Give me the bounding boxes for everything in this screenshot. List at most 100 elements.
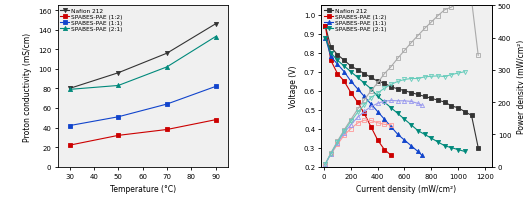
SPABES-PAE (2:1) [422,133,428,136]
SPABES-PAE (1:1) [368,103,374,106]
SPABES-PAE (2:1) [408,124,414,126]
SPABES-PAE (1:2) [368,126,374,128]
SPABES-PAE (1:2) [327,60,334,62]
SPABES-PAE (2:1) [455,149,461,151]
SPABES-PAE (2:1) [334,60,340,62]
Nafion 212 [164,53,170,55]
SPABES-PAE (2:1) [374,96,381,98]
SPABES-PAE (1:2) [361,113,368,115]
SPABES-PAE (1:2) [66,144,73,147]
SPABES-PAE (1:1) [408,145,414,147]
Y-axis label: Voltage (V): Voltage (V) [289,65,298,108]
SPABES-PAE (1:1) [164,103,170,106]
SPABES-PAE (1:1) [415,151,421,153]
Nafion 212 [475,147,481,149]
SPABES-PAE (2:1) [415,130,421,132]
SPABES-PAE (1:1) [115,116,121,118]
Nafion 212 [462,111,468,113]
Nafion 212 [428,98,435,100]
Nafion 212 [322,26,328,28]
SPABES-PAE (1:2) [374,139,381,142]
SPABES-PAE (1:1) [341,71,347,74]
Nafion 212 [334,54,340,57]
SPABES-PAE (1:1) [327,56,334,59]
Line: SPABES-PAE (1:2): SPABES-PAE (1:2) [323,25,393,158]
Nafion 212 [355,69,361,72]
Nafion 212 [422,96,428,98]
SPABES-PAE (2:1) [327,52,334,55]
SPABES-PAE (2:1) [355,77,361,79]
Nafion 212 [415,94,421,96]
Y-axis label: Proton conductivity (mS/cm): Proton conductivity (mS/cm) [23,32,32,141]
SPABES-PAE (1:1) [395,133,401,136]
SPABES-PAE (2:1) [428,137,435,140]
Nafion 212 [448,105,454,108]
Nafion 212 [435,99,441,102]
SPABES-PAE (2:1) [441,145,448,147]
Nafion 212 [341,60,347,62]
Line: Nafion 212: Nafion 212 [323,25,480,150]
Nafion 212 [469,115,475,117]
SPABES-PAE (2:1) [388,107,394,110]
Nafion 212 [408,92,414,94]
SPABES-PAE (1:1) [355,88,361,91]
X-axis label: Current density (mW/cm²): Current density (mW/cm²) [357,185,457,193]
Nafion 212 [361,73,368,75]
SPABES-PAE (2:1) [341,66,347,68]
Nafion 212 [455,107,461,110]
Nafion 212 [115,72,121,75]
SPABES-PAE (1:1) [374,111,381,113]
SPABES-PAE (1:1) [66,125,73,127]
Nafion 212 [66,88,73,90]
SPABES-PAE (1:1) [419,154,425,157]
SPABES-PAE (1:2) [164,129,170,131]
SPABES-PAE (1:2) [334,73,340,75]
SPABES-PAE (1:1) [348,81,354,83]
SPABES-PAE (1:2) [355,101,361,104]
SPABES-PAE (2:1) [448,147,454,149]
Nafion 212 [395,88,401,91]
SPABES-PAE (1:2) [341,81,347,83]
Nafion 212 [381,82,388,85]
Line: SPABES-PAE (2:1): SPABES-PAE (2:1) [67,35,218,92]
SPABES-PAE (2:1) [395,113,401,115]
SPABES-PAE (2:1) [381,101,388,104]
SPABES-PAE (2:1) [462,151,468,153]
Legend: Nafion 212, SPABES-PAE (1:2), SPABES-PAE (1:1), SPABES-PAE (2:1): Nafion 212, SPABES-PAE (1:2), SPABES-PAE… [323,8,388,33]
SPABES-PAE (1:2) [115,135,121,137]
SPABES-PAE (1:1) [381,118,388,121]
SPABES-PAE (2:1) [348,71,354,74]
Y-axis label: Power density (mW/cm²): Power density (mW/cm²) [517,40,523,133]
Nafion 212 [368,77,374,79]
Nafion 212 [348,66,354,68]
SPABES-PAE (2:1) [115,85,121,87]
Line: SPABES-PAE (1:1): SPABES-PAE (1:1) [67,85,218,128]
SPABES-PAE (1:1) [212,86,219,88]
SPABES-PAE (1:1) [322,37,328,40]
Line: SPABES-PAE (1:2): SPABES-PAE (1:2) [67,118,218,147]
SPABES-PAE (2:1) [368,88,374,91]
Nafion 212 [401,90,407,92]
X-axis label: Temperature (°C): Temperature (°C) [110,185,176,193]
Nafion 212 [388,86,394,89]
Line: Nafion 212: Nafion 212 [67,23,218,91]
SPABES-PAE (2:1) [361,82,368,85]
SPABES-PAE (2:1) [322,37,328,40]
Nafion 212 [374,81,381,83]
Line: SPABES-PAE (2:1): SPABES-PAE (2:1) [323,36,467,154]
SPABES-PAE (2:1) [164,66,170,69]
SPABES-PAE (1:1) [401,139,407,142]
SPABES-PAE (2:1) [212,36,219,39]
SPABES-PAE (1:2) [322,26,328,28]
Line: SPABES-PAE (1:1): SPABES-PAE (1:1) [323,36,424,158]
Nafion 212 [327,47,334,49]
SPABES-PAE (1:2) [388,154,394,157]
SPABES-PAE (1:2) [212,119,219,121]
SPABES-PAE (2:1) [401,118,407,121]
Legend: Nafion 212, SPABES-PAE (1:2), SPABES-PAE (1:1), SPABES-PAE (2:1): Nafion 212, SPABES-PAE (1:2), SPABES-PAE… [59,8,123,33]
SPABES-PAE (1:2) [381,149,388,151]
SPABES-PAE (1:1) [361,96,368,98]
SPABES-PAE (1:1) [334,63,340,66]
Nafion 212 [212,23,219,26]
SPABES-PAE (2:1) [66,89,73,91]
